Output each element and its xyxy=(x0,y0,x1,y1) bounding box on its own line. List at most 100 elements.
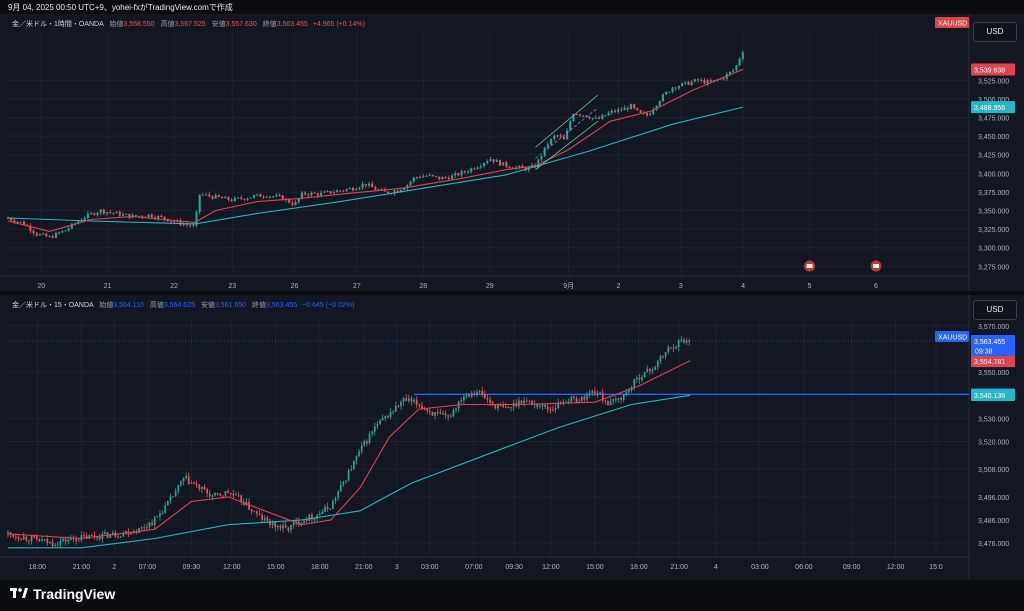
candle-body xyxy=(431,411,434,416)
candle-body xyxy=(626,107,629,110)
candle-body xyxy=(219,493,222,496)
candle-body xyxy=(428,174,431,176)
tradingview-logo[interactable]: TradingView xyxy=(10,586,115,602)
hourly-chart-canvas[interactable]: 3,275.000 3,300.000 3,325.000 3,350.000 3,37… xyxy=(0,14,1024,291)
candle-body xyxy=(326,191,329,193)
candle-body xyxy=(607,401,609,406)
candle-body xyxy=(543,147,546,157)
candle-body xyxy=(33,536,36,538)
x-tick-label: 09:00 xyxy=(843,564,861,571)
candle-body xyxy=(179,220,182,226)
candle-body xyxy=(479,166,482,168)
x-tick-label: 12:00 xyxy=(223,564,241,571)
currency-unit-button[interactable]: USD xyxy=(973,22,1017,42)
candle-body xyxy=(732,70,735,72)
candle-body xyxy=(291,202,294,205)
candle-body xyxy=(447,177,450,180)
candle-body xyxy=(41,539,43,542)
pane-divider[interactable] xyxy=(0,291,1024,295)
candle-body xyxy=(16,221,19,223)
candle-body xyxy=(688,340,691,343)
trend-channel-upper xyxy=(535,94,599,148)
candle-body xyxy=(164,505,167,514)
legend-low-value: 3,557.630 xyxy=(225,21,257,28)
candle-body xyxy=(580,396,583,402)
candle-body xyxy=(46,539,49,543)
candle-body xyxy=(160,215,163,217)
candle-body xyxy=(161,513,164,515)
currency-unit-button[interactable]: USD xyxy=(973,300,1017,320)
candle-body xyxy=(438,176,441,180)
candle-body xyxy=(709,80,712,82)
moving-average-fast xyxy=(7,360,691,540)
candle-body xyxy=(381,418,384,421)
candle-body xyxy=(421,405,423,409)
fifteen-min-chart-canvas[interactable]: 3,476.000 3,486.000 3,496.000 3,508.000 3,52… xyxy=(0,295,1024,580)
candle-body xyxy=(208,194,211,197)
price-label-box xyxy=(971,63,1015,76)
candle-body xyxy=(169,496,172,501)
candle-body xyxy=(329,508,332,510)
candle-body xyxy=(610,110,613,113)
candle-body xyxy=(221,196,224,199)
candle-body xyxy=(596,393,599,395)
candle-body xyxy=(569,121,572,131)
candle-body xyxy=(355,189,358,191)
candle-body xyxy=(43,539,46,541)
candle-body xyxy=(274,521,277,528)
candle-body xyxy=(523,400,525,404)
legend-low-label: 安値 xyxy=(200,302,215,309)
candle-body xyxy=(426,408,429,411)
candle-body xyxy=(351,188,355,191)
candle-body xyxy=(651,369,654,372)
candle-body xyxy=(455,408,457,411)
candle-body xyxy=(122,533,125,537)
candle-body xyxy=(75,538,77,541)
candle-body xyxy=(625,392,628,395)
x-tick-label: 3 xyxy=(679,283,683,290)
candle-body xyxy=(531,400,533,406)
candle-body xyxy=(67,228,70,231)
candle-body xyxy=(288,198,291,203)
candle-body xyxy=(214,493,216,496)
candle-body xyxy=(45,233,48,237)
candle-body xyxy=(507,406,510,408)
candle-body xyxy=(672,347,675,349)
candle-body xyxy=(554,408,557,410)
candle-body xyxy=(431,174,434,176)
candle-body xyxy=(550,138,553,145)
candle-body xyxy=(622,394,625,400)
candle-body xyxy=(498,160,502,166)
candle-body xyxy=(460,400,463,402)
candle-body xyxy=(614,399,617,401)
candle-body xyxy=(59,541,62,545)
candle-body xyxy=(262,196,265,198)
candle-body xyxy=(613,110,617,112)
x-tick-label: 21 xyxy=(104,283,112,290)
candle-body xyxy=(211,196,214,199)
candle-body xyxy=(444,177,447,179)
candle-body xyxy=(249,197,252,199)
ticker-tag-text: XAUUSD xyxy=(938,21,967,28)
candle-body xyxy=(148,522,151,528)
candle-body xyxy=(585,115,588,118)
candle-body xyxy=(641,377,643,380)
candle-body xyxy=(536,403,539,408)
candle-body xyxy=(654,367,656,370)
candle-body xyxy=(348,188,351,190)
candle-body xyxy=(677,340,680,348)
candle-body xyxy=(473,393,476,395)
tradingview-icon xyxy=(10,588,28,598)
candle-body xyxy=(174,491,177,497)
candle-body xyxy=(153,517,156,525)
candle-body xyxy=(697,79,700,81)
candle-body xyxy=(101,533,104,540)
price-label-box xyxy=(971,355,1015,368)
candle-body xyxy=(674,87,677,89)
fifteen-min-chart-pane[interactable]: 3,476.000 3,486.000 3,496.000 3,508.000 3,52… xyxy=(0,295,1024,580)
candle-body xyxy=(332,501,334,509)
hourly-chart-pane[interactable]: 3,275.000 3,300.000 3,325.000 3,350.000 3,37… xyxy=(0,14,1024,291)
candle-body xyxy=(371,183,374,188)
x-tick-label: 5 xyxy=(808,283,812,290)
candle-body xyxy=(169,221,172,223)
